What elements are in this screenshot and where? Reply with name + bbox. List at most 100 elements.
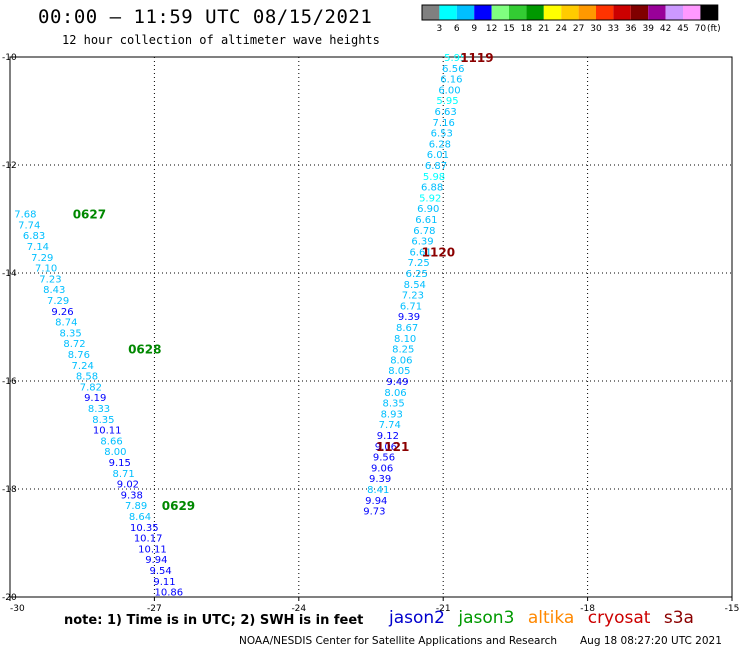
legend-jason3: jason3: [458, 608, 515, 628]
colorbar-swatch: [491, 5, 509, 20]
swh-value-label: 8.05: [388, 366, 410, 377]
swh-value-label: 9.56: [373, 453, 395, 464]
swh-value-label: 9.19: [84, 393, 106, 404]
swh-value-label: 8.10: [394, 334, 416, 345]
y-tick-label: -16: [2, 377, 17, 387]
swh-value-label: 7.14: [27, 242, 49, 253]
pass-time-label: 0629: [162, 499, 195, 513]
swh-value-label: 8.41: [367, 485, 389, 496]
colorbar-swatch: [526, 5, 544, 20]
swh-value-label: 6.61: [415, 215, 437, 226]
colorbar-swatch: [422, 5, 440, 20]
swh-value-label: 9.54: [150, 566, 172, 577]
swh-value-label: 7.74: [379, 420, 401, 431]
swh-value-label: 9.39: [398, 312, 420, 323]
colorbar-label: 30: [590, 24, 602, 34]
colorbar-swatch: [561, 5, 579, 20]
x-tick-label: -21: [436, 604, 451, 614]
swh-value-label: 6.90: [417, 204, 439, 215]
swh-value-label: 8.76: [68, 350, 90, 361]
colorbar-swatch: [648, 5, 666, 20]
y-tick-label: -12: [2, 161, 17, 171]
colorbar-swatch: [700, 5, 718, 20]
swh-value-label: 6.83: [23, 231, 45, 242]
colorbar-swatch: [596, 5, 614, 20]
y-tick-label: -10: [2, 53, 17, 63]
swh-value-label: 9.06: [371, 463, 393, 474]
swh-value-label: 9.02: [117, 480, 139, 491]
y-tick-label: -20: [2, 593, 17, 603]
swh-value-label: 5.95: [436, 96, 458, 107]
colorbar-swatch: [474, 5, 492, 20]
colorbar-label: 70: [695, 24, 707, 34]
pass-time-label: 1121: [376, 440, 409, 454]
credit-timestamp: Aug 18 08:27:20 UTC 2021: [580, 635, 722, 647]
swh-value-label: 6.39: [411, 237, 433, 248]
colorbar-legend: 3 6 9 12 15 18 21 24 27 30 33 36 39 42 45 70 (ft): [421, 4, 721, 34]
swh-value-label: 6.01: [427, 150, 449, 161]
swh-value-label: 9.11: [153, 577, 175, 588]
swh-value-label: 8.72: [63, 339, 85, 350]
swh-value-label: 9.26: [51, 307, 73, 318]
swh-value-label: 10.11: [138, 544, 167, 555]
colorbar-label: 42: [660, 24, 671, 34]
swh-value-label: 8.74: [55, 318, 77, 329]
x-tick-label: -30: [10, 604, 25, 614]
swh-value-label: 9.73: [363, 507, 385, 518]
colorbar-label: 6: [454, 24, 460, 34]
colorbar-label: 21: [538, 24, 549, 34]
swh-value-label: 8.93: [381, 409, 403, 420]
swh-value-label: 9.15: [109, 458, 131, 469]
swh-value-label: 9.38: [121, 490, 143, 501]
swh-value-label: 6.16: [440, 75, 462, 86]
plot-frame: [9, 56, 733, 598]
axis-ticks: -30 -27 -24 -21 -18 -15 -10 -12 -14 -16 -18 -20: [2, 53, 739, 614]
data-marks: 7.687.746.837.147.297.107.238.437.299.26…: [14, 51, 493, 599]
legend-cryosat: cryosat: [587, 608, 651, 628]
swh-value-label: 8.33: [88, 404, 110, 415]
footnote: note: 1) Time is in UTC; 2) SWH is in fe…: [64, 613, 364, 628]
pass-time-label: 0628: [128, 343, 161, 357]
swh-value-label: 10.35: [130, 523, 159, 534]
legend-jason2: jason2: [389, 608, 445, 628]
y-tick-label: -14: [2, 269, 17, 279]
swh-value-label: 5.98: [423, 172, 445, 183]
colorbar-label: 27: [573, 24, 584, 34]
swh-value-label: 9.49: [386, 377, 408, 388]
swh-value-label: 5.92: [419, 193, 441, 204]
credit-line: NOAA/NESDIS Center for Satellite Applica…: [239, 635, 557, 647]
pass-time-label: 1120: [422, 245, 455, 259]
colorbar-unit: (ft): [707, 24, 721, 34]
swh-value-label: 6.56: [442, 64, 464, 75]
pass-time-label: 0627: [73, 208, 106, 222]
colorbar-border: [421, 4, 719, 21]
colorbar-swatch: [665, 5, 683, 20]
swh-value-label: 6.61: [409, 247, 431, 258]
swh-value-label: 7.16: [433, 118, 455, 129]
swh-value-label: 9.06: [375, 442, 397, 453]
swh-value-label: 6.88: [421, 183, 443, 194]
colorbar-swatch: [613, 5, 631, 20]
satellite-legend: jason2 jason3 altika cryosat s3a: [389, 608, 702, 628]
swh-value-label: 8.35: [92, 415, 114, 426]
swh-value-label: 6.63: [434, 107, 456, 118]
colorbar-label: 24: [555, 24, 567, 34]
colorbar-label: 39: [642, 24, 654, 34]
swh-value-label: 9.94: [145, 555, 167, 566]
legend-s3a: s3a: [663, 608, 694, 628]
swh-value-label: 7.23: [39, 274, 61, 285]
swh-value-label: 8.35: [382, 399, 404, 410]
swh-value-label: 6.53: [431, 129, 453, 140]
y-tick-label: -18: [2, 485, 17, 495]
swh-value-label: 7.68: [14, 210, 36, 221]
swh-value-label: 7.24: [72, 361, 94, 372]
swh-value-label: 6.71: [400, 301, 422, 312]
swh-value-label: 6.78: [413, 226, 435, 237]
swh-value-label: 8.06: [390, 355, 412, 366]
swh-value-label: 8.66: [100, 436, 122, 447]
grid-lines: [10, 57, 732, 597]
swh-value-label: 9.39: [369, 474, 391, 485]
colorbar-label: 15: [503, 24, 514, 34]
legend-altika: altika: [527, 608, 575, 628]
